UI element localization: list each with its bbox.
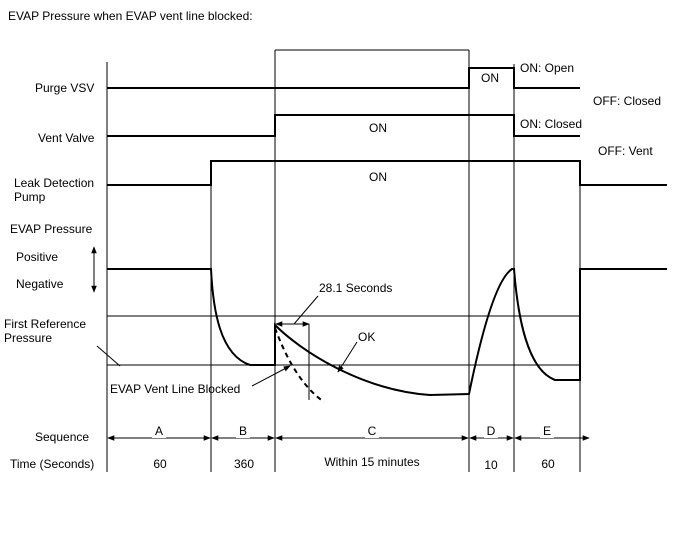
first-ref-leader — [96, 345, 121, 367]
time-b: 360 — [234, 457, 254, 471]
purge-on-label: ON — [481, 71, 499, 85]
leak-pump-signal — [107, 160, 667, 186]
phase-b: B — [239, 424, 247, 438]
row-label-leak-pump-1: Leak Detection — [14, 176, 94, 190]
time-d: 10 — [484, 458, 498, 472]
time-a: 60 — [153, 457, 167, 471]
row-label-purge-vsv: Purge VSV — [35, 81, 94, 95]
vent-valve-signal — [107, 114, 580, 137]
vent-state-on: ON: Closed — [520, 117, 582, 131]
phase-d: D — [487, 424, 496, 438]
blocked-vent-curve — [274, 327, 325, 403]
row-label-positive: Positive — [16, 250, 58, 264]
row-label-negative: Negative — [16, 277, 64, 291]
seconds-marker — [275, 295, 319, 400]
seconds-label: 28.1 Seconds — [319, 281, 392, 295]
phase-e: E — [543, 424, 551, 438]
purge-state-off: OFF: Closed — [593, 94, 661, 108]
row-label-first-ref-2: Pressure — [4, 331, 52, 345]
time-label: Time (Seconds) — [10, 457, 94, 471]
blocked-label: EVAP Vent Line Blocked — [110, 382, 240, 396]
phase-boundaries — [106, 49, 581, 472]
row-label-vent-valve: Vent Valve — [38, 131, 95, 145]
phase-c: C — [368, 424, 377, 438]
row-label-evap-pressure: EVAP Pressure — [10, 222, 93, 236]
blocked-leader — [251, 365, 291, 387]
ok-label: OK — [358, 330, 375, 344]
purge-vsv-signal — [107, 67, 580, 89]
ok-leader — [337, 341, 358, 373]
phase-a: A — [155, 424, 163, 438]
evap-pressure-curve — [107, 268, 667, 397]
row-label-first-ref-1: First Reference — [4, 317, 86, 331]
row-label-leak-pump-2: Pump — [14, 190, 46, 204]
vent-on-label: ON — [369, 121, 387, 135]
diagram-title: EVAP Pressure when EVAP vent line blocke… — [8, 9, 253, 23]
time-c: Within 15 minutes — [324, 455, 419, 469]
pump-on-label: ON — [369, 170, 387, 184]
time-e: 60 — [541, 457, 555, 471]
purge-state-on: ON: Open — [520, 61, 574, 75]
sequence-label: Sequence — [35, 430, 89, 444]
pressure-reference-lines — [107, 315, 580, 366]
vent-state-off: OFF: Vent — [598, 144, 653, 158]
